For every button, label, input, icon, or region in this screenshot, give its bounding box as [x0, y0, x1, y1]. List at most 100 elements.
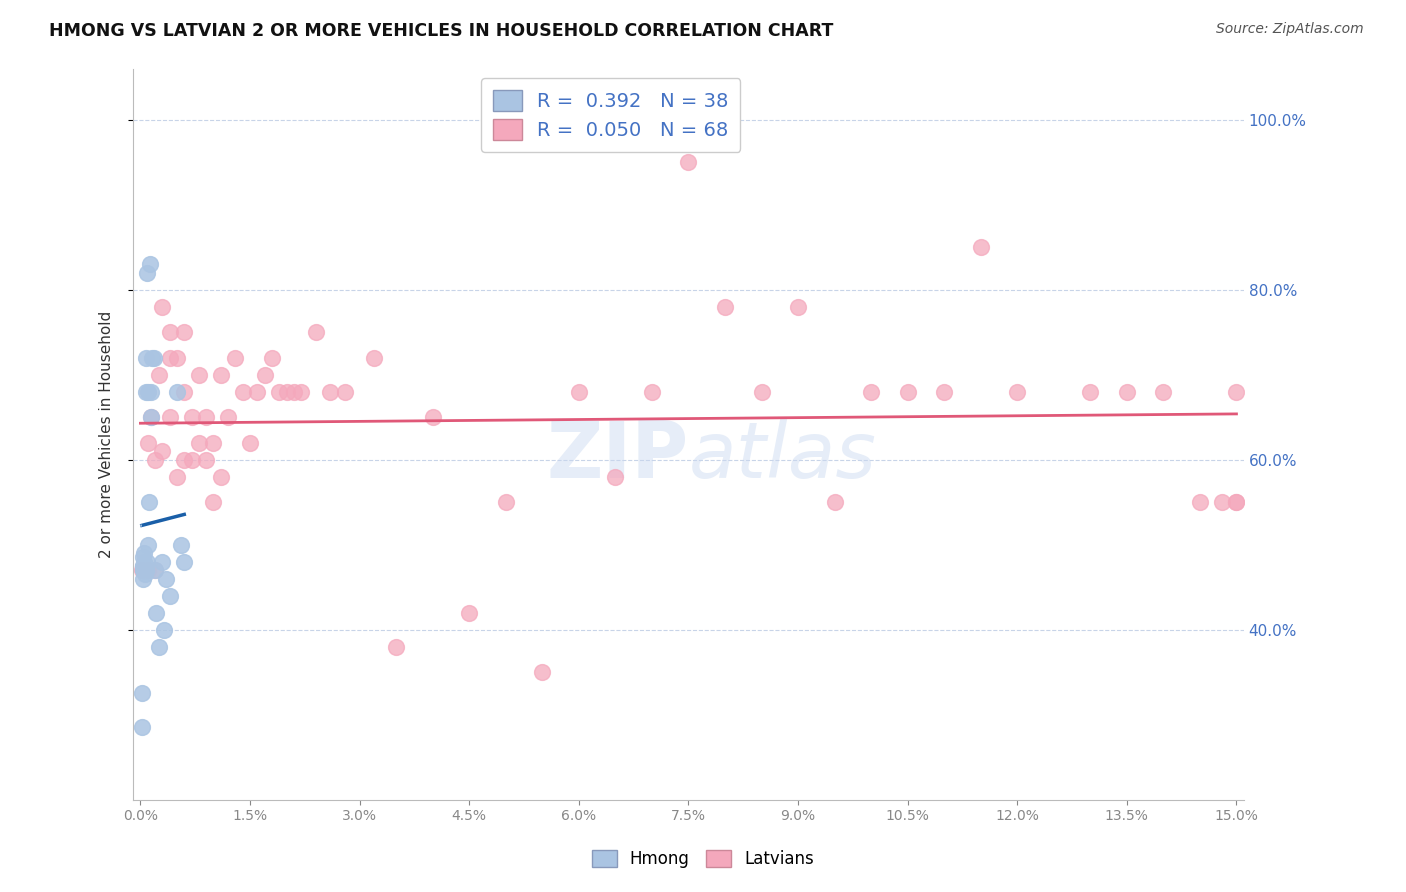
Point	[260, 351, 283, 365]
Point	[135, 351, 157, 365]
Point	[134, 563, 156, 577]
Point	[239, 435, 262, 450]
Point	[678, 155, 700, 169]
Point	[166, 469, 188, 483]
Point	[283, 384, 305, 399]
Point	[132, 572, 155, 586]
Point	[159, 351, 181, 365]
Point	[131, 558, 153, 573]
Point	[153, 623, 176, 637]
Point	[145, 606, 167, 620]
Point	[897, 384, 920, 399]
Point	[269, 384, 291, 399]
Point	[333, 384, 356, 399]
Legend: R =  0.392   N = 38, R =  0.050   N = 68: R = 0.392 N = 38, R = 0.050 N = 68	[481, 78, 741, 152]
Point	[134, 567, 156, 582]
Point	[319, 384, 342, 399]
Point	[159, 589, 181, 603]
Point	[135, 563, 157, 577]
Point	[209, 469, 232, 483]
Point	[641, 384, 664, 399]
Point	[568, 384, 591, 399]
Point	[385, 640, 408, 654]
Point	[131, 563, 153, 577]
Text: ZIP: ZIP	[546, 418, 689, 494]
Point	[131, 686, 153, 700]
Point	[253, 368, 276, 382]
Point	[224, 351, 246, 365]
Point	[180, 410, 202, 425]
Point	[531, 665, 554, 680]
Point	[232, 384, 254, 399]
Point	[132, 558, 155, 573]
Point	[141, 410, 163, 425]
Point	[458, 606, 481, 620]
Point	[135, 384, 157, 399]
Point	[136, 538, 159, 552]
Text: HMONG VS LATVIAN 2 OR MORE VEHICLES IN HOUSEHOLD CORRELATION CHART: HMONG VS LATVIAN 2 OR MORE VEHICLES IN H…	[49, 22, 834, 40]
Point	[136, 435, 159, 450]
Point	[136, 563, 159, 577]
Point	[1007, 384, 1029, 399]
Point	[1078, 384, 1101, 399]
Point	[202, 435, 225, 450]
Point	[173, 452, 195, 467]
Point	[159, 410, 181, 425]
Point	[131, 563, 153, 577]
Point	[824, 495, 846, 509]
Point	[136, 555, 159, 569]
Point	[141, 351, 163, 365]
Point	[132, 563, 155, 577]
Point	[173, 325, 195, 339]
Point	[132, 555, 155, 569]
Point	[150, 444, 173, 458]
Point	[934, 384, 956, 399]
Point	[1225, 495, 1247, 509]
Point	[136, 384, 159, 399]
Point	[217, 410, 239, 425]
Point	[150, 555, 173, 569]
Point	[166, 384, 188, 399]
Point	[209, 368, 232, 382]
Point	[714, 300, 737, 314]
Point	[135, 563, 157, 577]
Point	[173, 384, 195, 399]
Point	[860, 384, 883, 399]
Point	[195, 452, 218, 467]
Point	[131, 550, 153, 565]
Point	[751, 384, 773, 399]
Point	[148, 368, 170, 382]
Point	[276, 384, 298, 399]
Point	[155, 572, 177, 586]
Point	[1225, 495, 1247, 509]
Point	[173, 555, 195, 569]
Y-axis label: 2 or more Vehicles in Household: 2 or more Vehicles in Household	[100, 310, 114, 558]
Point	[143, 563, 166, 577]
Point	[139, 410, 162, 425]
Point	[1152, 384, 1174, 399]
Point	[202, 495, 225, 509]
Point	[495, 495, 517, 509]
Point	[787, 300, 810, 314]
Point	[131, 721, 153, 735]
Point	[187, 435, 209, 450]
Point	[141, 384, 163, 399]
Point	[970, 240, 993, 254]
Point	[422, 410, 444, 425]
Point	[132, 563, 155, 577]
Legend: Hmong, Latvians: Hmong, Latvians	[585, 843, 821, 875]
Text: atlas: atlas	[689, 418, 876, 494]
Point	[363, 351, 385, 365]
Point	[166, 351, 188, 365]
Point	[150, 300, 173, 314]
Point	[132, 546, 155, 560]
Point	[134, 558, 156, 573]
Point	[138, 495, 160, 509]
Point	[159, 325, 181, 339]
Point	[305, 325, 328, 339]
Point	[143, 563, 166, 577]
Point	[148, 640, 170, 654]
Point	[142, 351, 165, 365]
Point	[290, 384, 312, 399]
Point	[246, 384, 269, 399]
